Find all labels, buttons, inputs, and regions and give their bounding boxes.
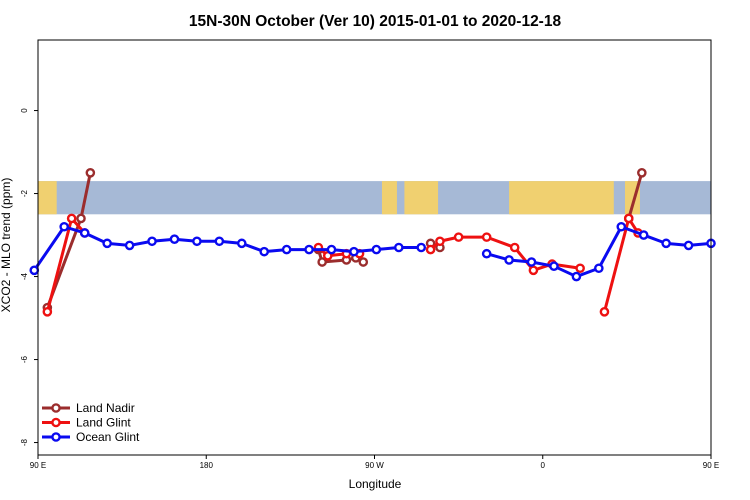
x-tick-label: 90 E — [703, 461, 719, 470]
data-point — [509, 242, 520, 253]
y-axis-label: XCO2 - MLO trend (ppm) — [0, 178, 13, 313]
series-layer — [29, 167, 716, 317]
data-point — [79, 228, 90, 238]
y-tick-label: -8 — [20, 438, 29, 446]
legend-marker — [51, 417, 61, 428]
data-point — [528, 265, 539, 276]
legend-label: Land Glint — [76, 416, 131, 430]
series-land-glint — [42, 213, 643, 317]
data-point — [326, 244, 337, 255]
data-point — [481, 232, 492, 242]
data-point — [59, 221, 69, 232]
series-line — [627, 172, 644, 219]
data-point — [29, 265, 40, 276]
data-point — [169, 234, 180, 244]
legend-marker — [51, 403, 61, 413]
x-axis-label: Longitude — [349, 477, 402, 491]
data-point — [683, 240, 694, 251]
land-area — [404, 181, 439, 215]
y-tick-label: -4 — [20, 272, 29, 280]
data-point — [425, 244, 436, 255]
data-point — [416, 242, 427, 253]
data-point — [317, 257, 327, 267]
data-point — [192, 236, 202, 247]
data-point — [453, 232, 464, 242]
data-point — [281, 244, 292, 255]
land-area — [38, 181, 57, 215]
y-axis: 0 -2 -4 -6 -8 — [20, 108, 38, 446]
chart-title: 15N-30N October (Ver 10) 2015-01-01 to 2… — [189, 13, 562, 30]
y-tick-label: -2 — [20, 189, 29, 197]
data-point — [599, 307, 610, 317]
data-point — [638, 230, 649, 240]
legend-marker — [51, 432, 61, 442]
data-point — [575, 263, 585, 274]
y-tick-label: 0 — [20, 108, 29, 113]
data-point — [42, 307, 53, 317]
land-area — [509, 181, 614, 215]
x-tick-label: 90 E — [30, 461, 46, 470]
data-point — [481, 248, 492, 259]
data-point — [259, 246, 270, 257]
data-point — [102, 238, 112, 249]
world-map-band — [38, 181, 711, 215]
series-ocean-glint — [29, 221, 716, 282]
data-point — [214, 236, 225, 247]
data-point — [66, 213, 77, 224]
data-point — [76, 213, 86, 224]
data-point — [637, 167, 647, 178]
data-point — [147, 236, 157, 247]
data-point — [594, 263, 604, 274]
data-point — [236, 238, 247, 249]
data-point — [623, 213, 634, 224]
data-point — [358, 257, 369, 267]
data-point — [526, 257, 537, 267]
data-point — [85, 167, 96, 178]
x-tick-label: 180 — [200, 461, 214, 470]
data-point — [571, 271, 582, 282]
data-point — [349, 246, 359, 257]
x-axis: 90 E 180 90 W 0 90 E — [30, 455, 719, 470]
y-tick-label: -6 — [20, 355, 29, 363]
land-area — [381, 181, 397, 215]
data-point — [549, 261, 559, 271]
x-tick-label: 90 W — [365, 461, 384, 470]
data-point — [394, 242, 404, 253]
data-point — [124, 240, 135, 251]
data-point — [304, 244, 314, 255]
data-point — [616, 221, 627, 232]
legend-label: Ocean Glint — [76, 430, 140, 444]
data-point — [371, 244, 382, 255]
data-point — [435, 236, 445, 247]
x-tick-label: 0 — [541, 461, 546, 470]
legend-label: Land Nadir — [76, 401, 135, 415]
data-point — [504, 255, 514, 265]
data-point — [661, 238, 671, 249]
